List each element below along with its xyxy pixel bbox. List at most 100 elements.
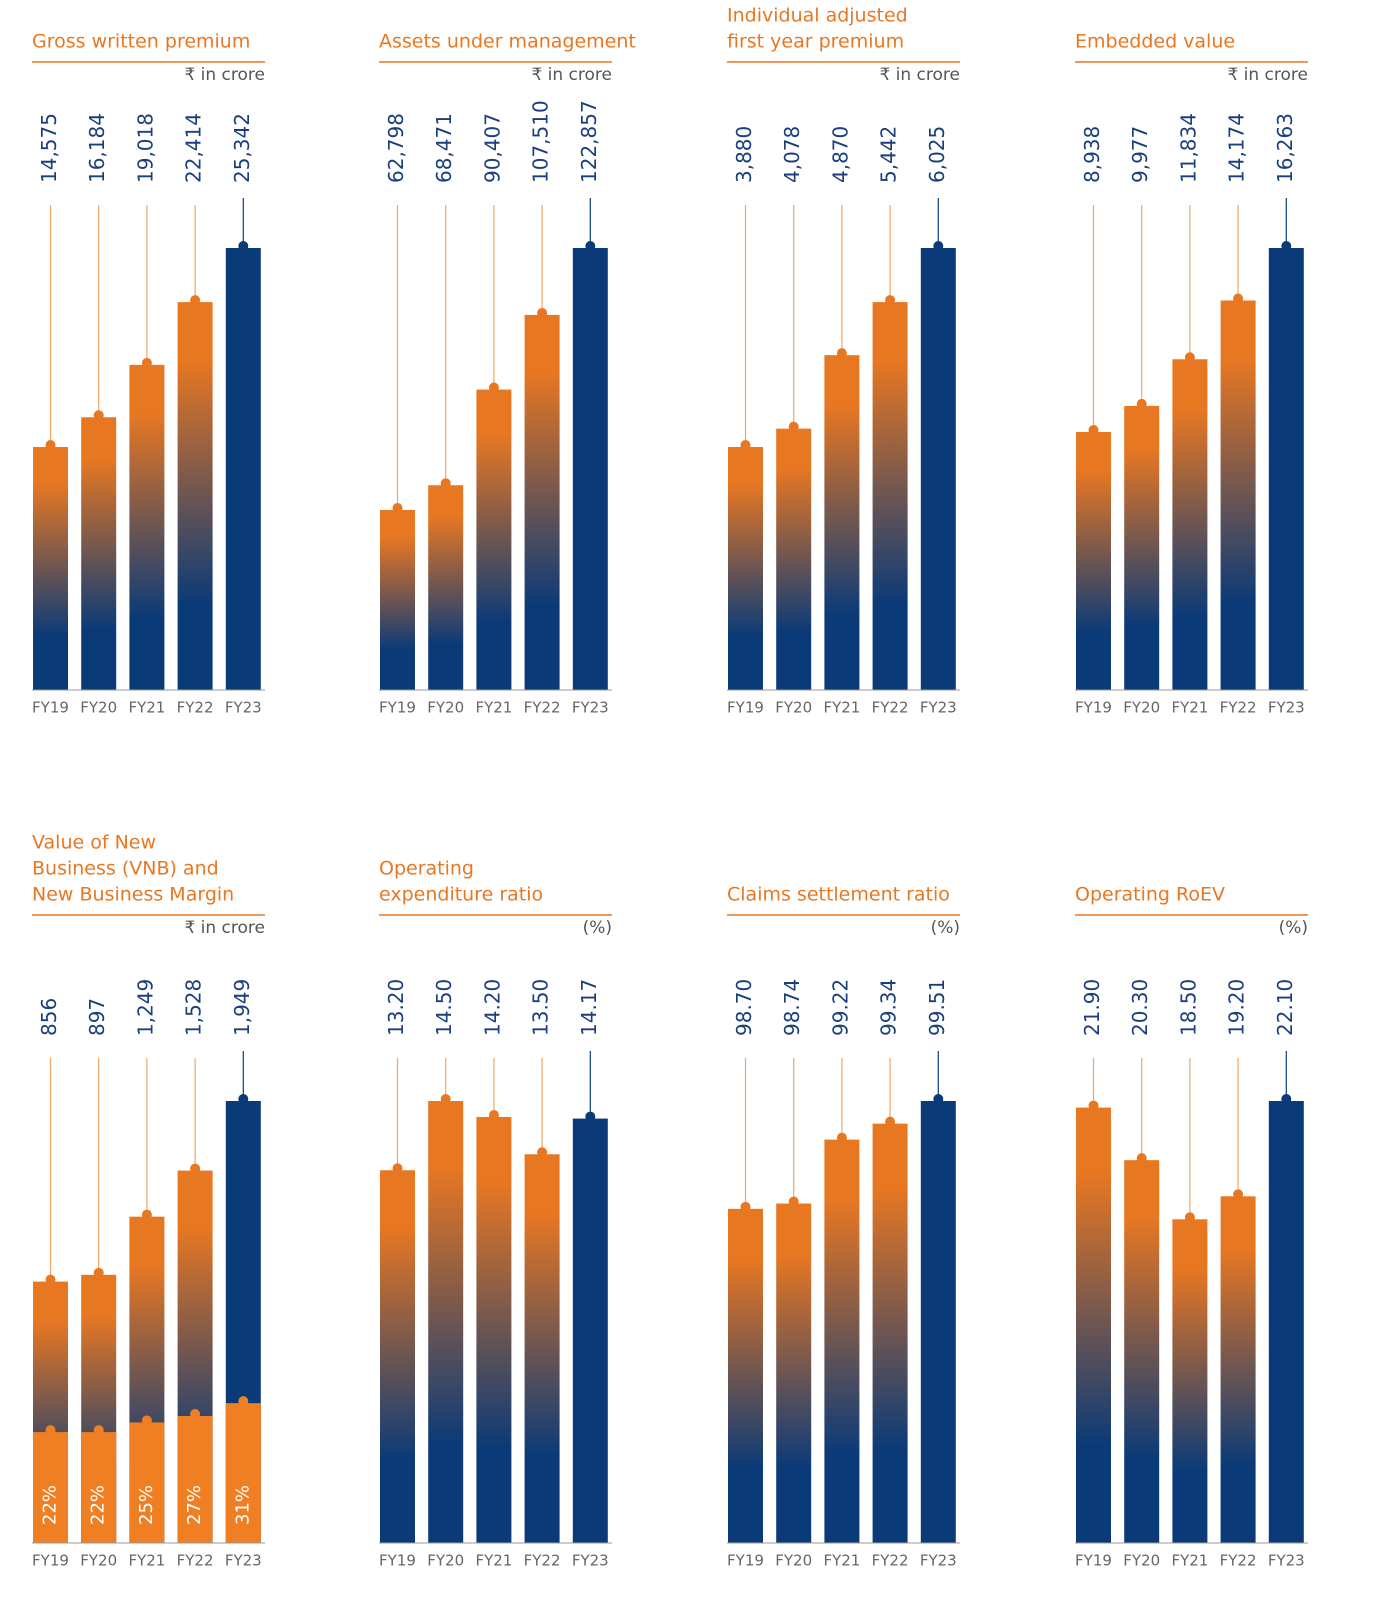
value-label: 1,528 <box>182 979 206 1036</box>
unit-label: (%) <box>583 918 612 938</box>
bar-dot <box>488 382 499 393</box>
value-label: 68,471 <box>432 113 456 183</box>
x-tick-label: FY19 <box>1075 1552 1112 1570</box>
x-tick-label: FY19 <box>727 1552 764 1570</box>
unit-label: (%) <box>1279 918 1308 938</box>
margin-bar <box>129 1422 165 1543</box>
margin-bar <box>225 1403 261 1543</box>
margin-dot <box>190 1409 201 1420</box>
bar-dot <box>238 241 249 251</box>
x-tick-label: FY19 <box>379 1552 416 1570</box>
bar-dot <box>836 1132 847 1143</box>
chart-title: Operating <box>379 858 474 880</box>
x-tick-label: FY23 <box>572 699 609 717</box>
margin-dot <box>93 1425 104 1436</box>
bar <box>476 1116 512 1543</box>
bar-dot <box>836 348 847 359</box>
bar <box>380 1170 415 1543</box>
value-label: 14.17 <box>577 979 601 1036</box>
margin-bar <box>33 1432 68 1543</box>
bar <box>824 355 860 690</box>
margin-dot <box>141 1415 152 1426</box>
bar-dot <box>141 1209 152 1220</box>
bar <box>776 428 812 690</box>
value-label: 9,977 <box>1128 126 1152 183</box>
unit-label: ₹ in crore <box>184 65 265 85</box>
value-label: 122,857 <box>577 100 601 183</box>
x-tick-label: FY19 <box>1075 699 1112 717</box>
bar-dot <box>141 357 152 368</box>
bar <box>824 1139 860 1543</box>
margin-bar <box>81 1432 117 1543</box>
x-tick-label: FY19 <box>32 1552 69 1570</box>
value-label: 14,174 <box>1225 113 1249 183</box>
bar <box>1124 405 1160 690</box>
x-tick-label: FY22 <box>524 699 561 717</box>
value-label: 99.22 <box>828 979 852 1036</box>
bar-dot <box>1088 424 1099 435</box>
x-tick-label: FY23 <box>225 699 262 717</box>
bar-dot <box>488 1109 499 1120</box>
margin-label: 31% <box>232 1485 253 1525</box>
bar <box>1076 431 1111 690</box>
bar <box>728 447 763 690</box>
unit-label: (%) <box>931 918 960 938</box>
bar-dot <box>1233 293 1244 304</box>
chart-title: Value of New <box>32 832 156 854</box>
bar <box>476 389 512 690</box>
value-label: 22,414 <box>182 113 206 183</box>
bar <box>1124 1160 1160 1543</box>
value-label: 99.51 <box>925 979 949 1036</box>
bar-dot <box>933 1094 944 1104</box>
bar-dot <box>238 1094 249 1104</box>
bar <box>572 1118 608 1543</box>
chart-title: Operating RoEV <box>1075 884 1225 906</box>
value-label: 4,078 <box>780 126 804 183</box>
bar <box>1268 248 1304 690</box>
unit-label: ₹ in crore <box>531 65 612 85</box>
bar-dot <box>45 1274 56 1285</box>
x-tick-label: FY22 <box>1220 699 1257 717</box>
x-tick-label: FY23 <box>1268 699 1305 717</box>
x-tick-label: FY21 <box>823 699 860 717</box>
x-tick-label: FY19 <box>727 699 764 717</box>
x-tick-label: FY21 <box>128 699 165 717</box>
x-tick-label: FY20 <box>427 1552 464 1570</box>
value-label: 19.20 <box>1225 979 1249 1036</box>
bar-dot <box>537 307 548 318</box>
x-tick-label: FY21 <box>475 699 512 717</box>
value-label: 11,834 <box>1176 113 1200 183</box>
x-tick-label: FY23 <box>225 1552 262 1570</box>
value-label: 98.74 <box>780 979 804 1036</box>
bar-dot <box>190 1163 201 1174</box>
bar <box>1172 359 1208 690</box>
x-tick-label: FY23 <box>920 1552 957 1570</box>
bar-dot <box>585 1111 596 1122</box>
bar-dot <box>392 1163 403 1174</box>
chart-title: Claims settlement ratio <box>727 884 950 906</box>
bar <box>1076 1107 1111 1543</box>
bar-dot <box>585 241 596 251</box>
bar <box>428 1101 464 1543</box>
x-tick-label: FY22 <box>524 1552 561 1570</box>
bar-dot <box>788 1196 799 1207</box>
margin-label: 22% <box>88 1485 109 1525</box>
bar-dot <box>537 1147 548 1158</box>
chart-title: Business (VNB) and <box>32 858 219 880</box>
bar <box>1268 1101 1304 1543</box>
value-label: 16,184 <box>85 113 109 183</box>
bar <box>524 314 560 690</box>
chart-title: Embedded value <box>1075 31 1235 53</box>
x-tick-label: FY21 <box>128 1552 165 1570</box>
value-label: 1,949 <box>230 979 254 1036</box>
bar-dot <box>190 295 201 306</box>
x-tick-label: FY21 <box>1171 1552 1208 1570</box>
bar <box>1220 300 1256 690</box>
bar-dot <box>440 1094 451 1104</box>
value-label: 13.20 <box>384 979 408 1036</box>
margin-label: 27% <box>184 1485 205 1525</box>
bar <box>872 302 908 690</box>
value-label: 21.90 <box>1080 979 1104 1036</box>
bar-dot <box>392 502 403 513</box>
